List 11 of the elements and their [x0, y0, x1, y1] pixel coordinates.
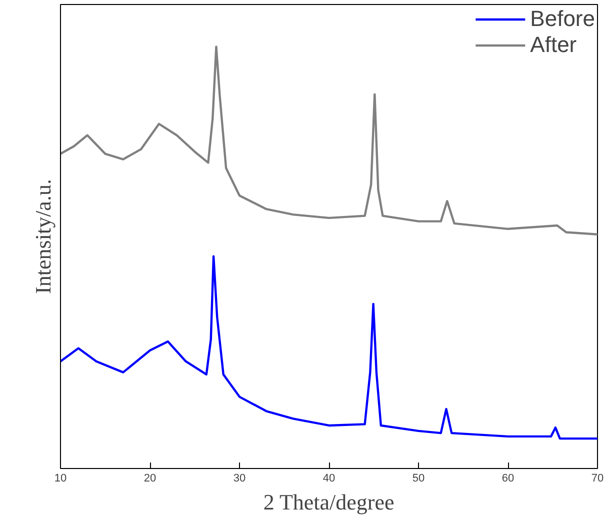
x-tick-label: 10 [54, 472, 67, 484]
x-tick-label: 20 [144, 472, 156, 484]
x-tick-label: 40 [322, 472, 336, 484]
x-tick-label: 30 [233, 472, 246, 484]
x-axis-title: 2 Theta/degree [263, 490, 394, 514]
legend-label: After [530, 32, 577, 58]
x-tick-label: 70 [591, 472, 604, 484]
x-tick-label: 50 [412, 472, 425, 484]
x-tick-label: 60 [502, 472, 514, 484]
y-axis-title: Intensity/a.u. [30, 179, 56, 294]
legend-label: Before [530, 6, 595, 32]
